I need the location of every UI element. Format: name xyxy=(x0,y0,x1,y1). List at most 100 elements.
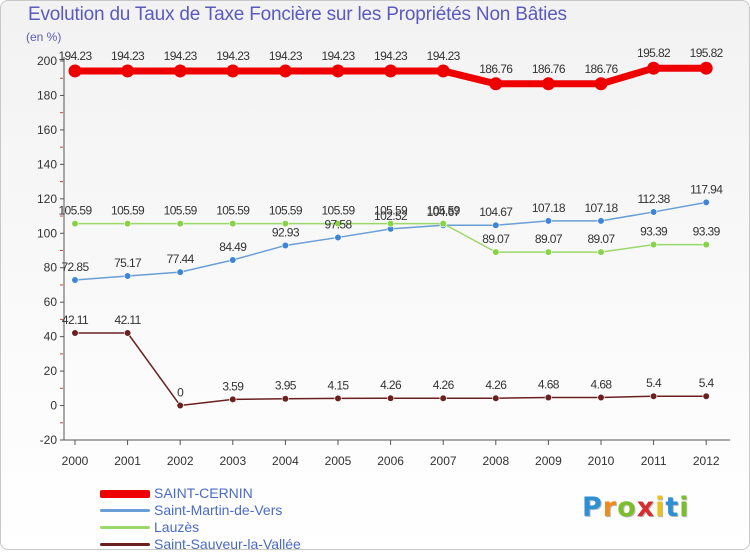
proxiti-logo: Proxiti xyxy=(582,492,690,523)
data-label-1: 194.23 xyxy=(111,49,145,63)
y-tick-label: 60 xyxy=(44,295,58,309)
data-point-3 xyxy=(71,220,79,228)
data-label-1: 194.23 xyxy=(164,49,198,63)
data-label-3: 105.59 xyxy=(111,204,145,218)
x-tick-label: 2011 xyxy=(641,454,667,468)
data-label-3: 105.59 xyxy=(427,204,461,218)
data-label-2: 84.49 xyxy=(219,240,247,254)
y-tick-label: 120 xyxy=(37,192,57,206)
data-point-2 xyxy=(176,268,184,276)
data-point-3 xyxy=(387,220,395,228)
data-point-1 xyxy=(489,77,503,91)
data-label-4: 5.4 xyxy=(646,376,662,390)
data-label-2: 72.85 xyxy=(61,260,89,274)
data-point-4 xyxy=(597,393,605,402)
y-tick-label: 160 xyxy=(37,123,57,137)
x-tick-label: 2010 xyxy=(588,454,615,468)
data-label-1: 194.23 xyxy=(269,49,303,63)
data-label-1: 186.76 xyxy=(479,62,513,76)
logo-letter: i xyxy=(679,492,690,523)
logo-letter: o xyxy=(617,492,637,523)
data-point-4 xyxy=(281,395,290,403)
data-point-2 xyxy=(334,233,342,242)
x-tick-label: 2004 xyxy=(272,454,299,468)
data-point-2 xyxy=(123,272,132,280)
data-label-2: 107.18 xyxy=(532,201,566,215)
y-tick-label: 180 xyxy=(37,88,57,102)
data-point-1 xyxy=(541,77,555,91)
x-tick-label: 2000 xyxy=(62,454,89,468)
data-label-2: 104.67 xyxy=(479,205,513,219)
data-point-2 xyxy=(492,221,500,229)
data-label-3: 89.07 xyxy=(587,232,615,246)
y-tick-label: 200 xyxy=(37,54,57,68)
data-point-4 xyxy=(387,394,395,402)
data-point-2 xyxy=(281,241,290,250)
data-label-4: 42.11 xyxy=(115,313,142,327)
logo-letter: r xyxy=(602,492,618,523)
data-label-2: 92.93 xyxy=(272,225,300,239)
data-label-3: 105.59 xyxy=(216,204,250,218)
data-point-3 xyxy=(649,241,658,249)
y-tick-label: 40 xyxy=(44,330,58,344)
x-tick-label: 2005 xyxy=(325,454,352,468)
data-label-1: 195.82 xyxy=(690,46,724,60)
data-label-1: 186.76 xyxy=(532,62,566,76)
x-tick-label: 2012 xyxy=(693,454,720,468)
y-tick-label: 140 xyxy=(37,157,57,171)
y-tick-label: -20 xyxy=(40,433,58,447)
data-point-1 xyxy=(594,77,608,91)
data-point-1 xyxy=(331,64,345,78)
data-label-2: 75.17 xyxy=(114,256,142,270)
data-point-4 xyxy=(229,395,237,403)
legend-label: Saint-Sauveur-la-Vallée xyxy=(154,536,301,552)
data-point-1 xyxy=(173,64,187,78)
x-tick-label: 2009 xyxy=(535,454,562,468)
data-point-4 xyxy=(649,392,658,400)
data-point-3 xyxy=(492,248,500,256)
logo-letter: x xyxy=(636,492,656,523)
y-tick-label: 100 xyxy=(37,226,57,240)
legend-label: Lauzès xyxy=(154,519,200,535)
data-point-1 xyxy=(436,64,450,78)
data-point-1 xyxy=(121,64,135,78)
data-label-4: 4.68 xyxy=(538,377,560,391)
legend-label: Saint-Martin-de-Vers xyxy=(154,502,283,518)
data-point-4 xyxy=(439,394,447,402)
data-label-4: 5.4 xyxy=(699,376,715,390)
data-label-3: 93.39 xyxy=(640,225,668,239)
data-point-4 xyxy=(702,392,710,400)
data-point-4 xyxy=(544,393,553,402)
x-tick-label: 2006 xyxy=(377,454,404,468)
data-label-4: 4.15 xyxy=(328,378,350,392)
data-label-1: 194.23 xyxy=(321,49,355,63)
data-point-2 xyxy=(71,276,79,284)
data-label-2: 107.18 xyxy=(584,201,618,215)
data-label-2: 97.58 xyxy=(324,217,352,231)
data-point-4 xyxy=(492,394,500,402)
data-label-2: 117.94 xyxy=(690,182,723,196)
data-point-3 xyxy=(334,220,342,228)
data-point-1 xyxy=(647,61,661,75)
data-point-3 xyxy=(439,220,447,228)
data-label-1: 186.76 xyxy=(584,62,618,76)
x-tick-label: 2007 xyxy=(430,454,457,468)
data-label-3: 105.59 xyxy=(58,204,92,218)
x-tick-label: 2002 xyxy=(167,454,194,468)
data-label-4: 4.26 xyxy=(380,378,402,392)
data-label-4: 4.26 xyxy=(433,378,455,392)
x-tick-label: 2001 xyxy=(114,454,141,468)
data-label-4: 0 xyxy=(177,386,184,400)
data-label-4: 4.68 xyxy=(591,377,613,391)
data-label-2: 102.52 xyxy=(374,209,408,223)
data-label-3: 89.07 xyxy=(535,232,563,246)
data-label-1: 194.23 xyxy=(216,49,250,63)
data-label-2: 77.44 xyxy=(167,252,195,266)
data-point-1 xyxy=(68,64,82,78)
data-label-2: 112.38 xyxy=(637,192,670,206)
data-point-4 xyxy=(334,394,342,402)
data-label-3: 89.07 xyxy=(482,232,510,246)
logo-letter: i xyxy=(655,492,666,523)
data-label-4: 3.59 xyxy=(222,379,244,393)
legend-swatch xyxy=(100,490,150,498)
